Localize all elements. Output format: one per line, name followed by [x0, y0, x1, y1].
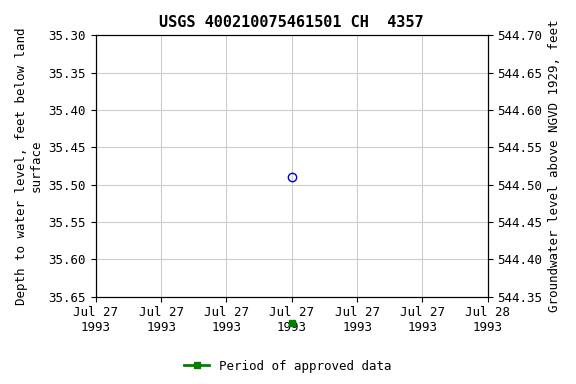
Legend: Period of approved data: Period of approved data — [179, 355, 397, 378]
Title: USGS 400210075461501 CH  4357: USGS 400210075461501 CH 4357 — [160, 15, 424, 30]
Y-axis label: Groundwater level above NGVD 1929, feet: Groundwater level above NGVD 1929, feet — [548, 20, 561, 312]
Y-axis label: Depth to water level, feet below land
surface: Depth to water level, feet below land su… — [15, 27, 43, 305]
